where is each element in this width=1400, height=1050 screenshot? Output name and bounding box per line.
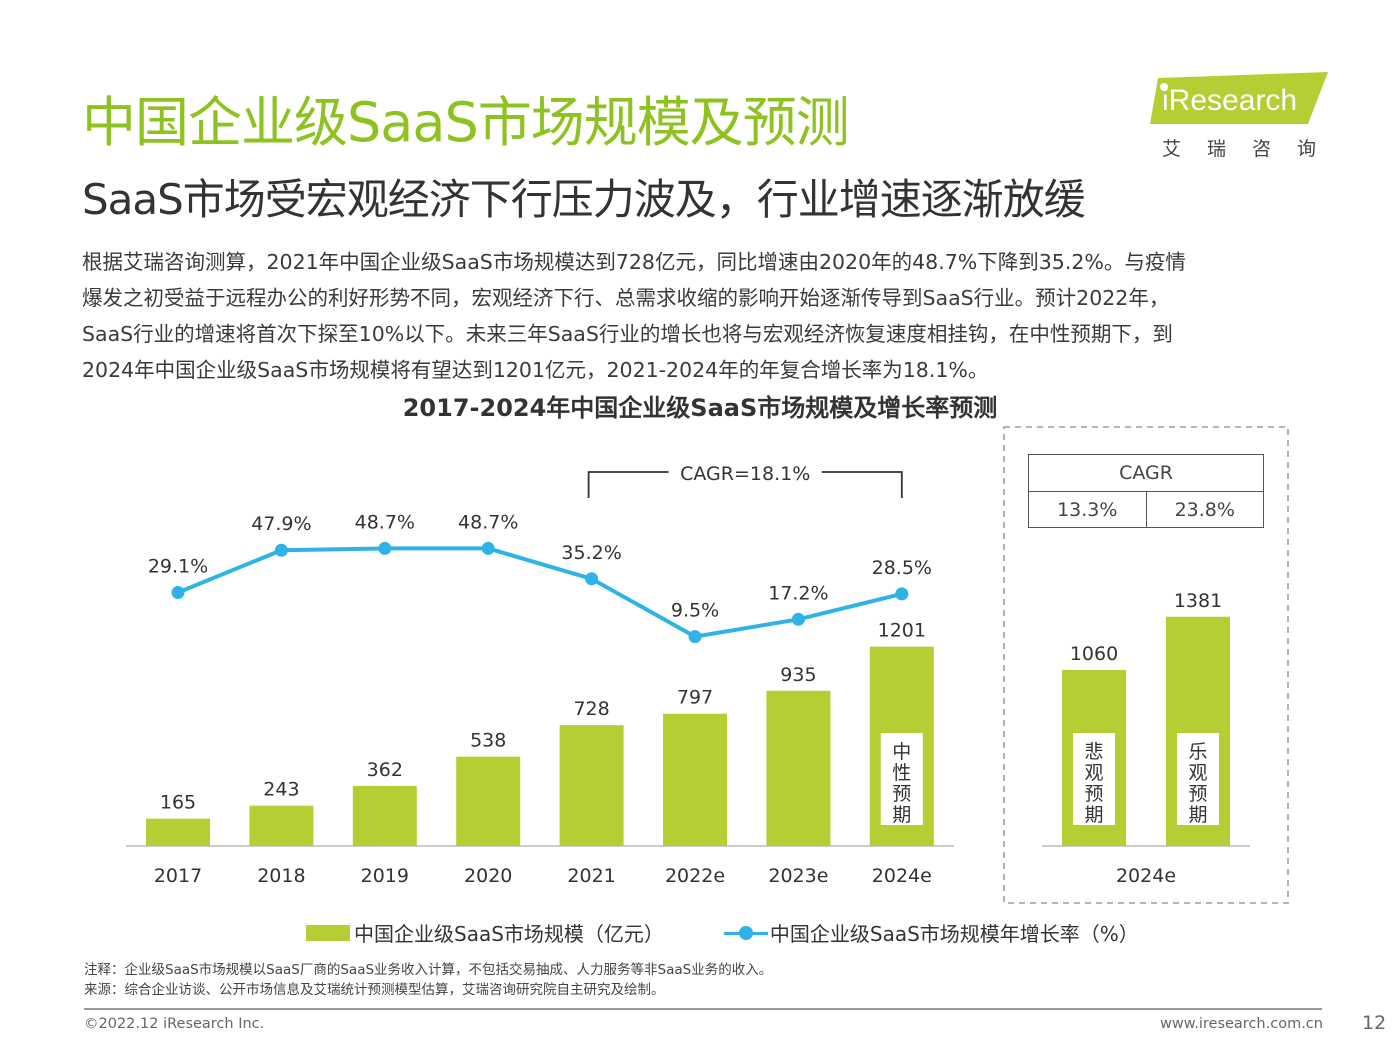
intro-line: SaaS行业的增速将首次下探至10%以下。未来三年SaaS行业的增长也将与宏观经… bbox=[82, 322, 1173, 346]
bar bbox=[766, 690, 831, 846]
logo-brand-text: iResearch bbox=[1162, 84, 1298, 117]
cagr-header: CAGR bbox=[1029, 455, 1263, 492]
growth-rate-label: 9.5% bbox=[671, 600, 719, 622]
intro-line: 爆发之初受益于远程办公的利好形势不同，宏观经济下行、总需求收缩的影响开始逐渐传导… bbox=[82, 286, 1170, 310]
bar bbox=[663, 713, 727, 846]
intro-line: 2024年中国企业级SaaS市场规模将有望达到1201亿元，2021-2024年… bbox=[82, 358, 989, 382]
scenario-panel-border bbox=[1003, 426, 1289, 904]
growth-rate-point bbox=[688, 630, 702, 644]
growth-rate-label: 35.2% bbox=[561, 542, 621, 564]
note-text: 注释：企业级SaaS市场规模以SaaS厂商的SaaS业务收入计算，不包括交易抽成… bbox=[84, 962, 773, 978]
cagr-bracket-left bbox=[587, 471, 669, 498]
scenario-bar-value-label: 1381 bbox=[1174, 590, 1222, 612]
scenario-x-tick-label: 2024e bbox=[1116, 865, 1176, 887]
chart-title: 2017-2024年中国企业级SaaS市场规模及增长率预测 bbox=[402, 394, 998, 422]
bar-value-label: 935 bbox=[780, 664, 816, 686]
scenario-bar-value-label: 1060 bbox=[1070, 643, 1118, 665]
legend-line-swatch bbox=[723, 925, 768, 941]
cagr-values-row: 13.3% 23.8% bbox=[1029, 492, 1263, 528]
intro-line: 根据艾瑞咨询测算，2021年中国企业级SaaS市场规模达到728亿元，同比增速由… bbox=[82, 250, 1186, 274]
growth-rate-point bbox=[481, 541, 495, 555]
intro-paragraph: 根据艾瑞咨询测算，2021年中国企业级SaaS市场规模达到728亿元，同比增速由… bbox=[82, 244, 1322, 388]
bar bbox=[559, 725, 624, 846]
bar bbox=[352, 785, 417, 846]
footer-copyright: ©2022.12 iResearch Inc. bbox=[84, 1016, 265, 1032]
footer-website-link[interactable]: www.iresearch.com.cn bbox=[1160, 1016, 1323, 1032]
logo-cn-text: 艾瑞咨询 bbox=[1162, 138, 1343, 160]
scenario-annotation-char: 期 bbox=[1188, 804, 1207, 826]
growth-rate-label: 48.7% bbox=[355, 511, 415, 533]
scenario-annotation-box bbox=[1073, 733, 1115, 825]
scenario-annotation-char: 乐 bbox=[1188, 741, 1207, 763]
bar-annotation-box bbox=[880, 733, 923, 825]
growth-rate-point bbox=[585, 572, 599, 586]
growth-rate-point bbox=[378, 541, 392, 555]
x-tick-label: 2019 bbox=[361, 865, 409, 887]
scenario-annotation-box bbox=[1177, 733, 1219, 825]
cagr-pessimistic-value: 13.3% bbox=[1029, 492, 1147, 528]
bar-annotation-char: 期 bbox=[892, 804, 911, 826]
bar-value-label: 728 bbox=[573, 698, 609, 720]
bar-value-label: 243 bbox=[263, 779, 299, 801]
x-tick-label: 2024e bbox=[872, 865, 932, 887]
iresearch-logo: iResearch 艾瑞咨询 bbox=[1140, 72, 1340, 162]
x-tick-label: 2023e bbox=[768, 865, 828, 887]
bar bbox=[249, 805, 314, 846]
legend-line-label: 中国企业级SaaS市场规模年增长率（%） bbox=[769, 922, 1139, 946]
cagr-table: CAGR 13.3% 23.8% bbox=[1028, 454, 1264, 528]
scenario-annotation-char: 观 bbox=[1188, 762, 1207, 784]
bar bbox=[146, 818, 210, 846]
footer-divider bbox=[84, 1008, 1322, 1010]
scenario-annotation-char: 期 bbox=[1084, 804, 1103, 826]
growth-rate-point bbox=[791, 612, 805, 626]
chart-legend: 中国企业级SaaS市场规模（亿元） 中国企业级SaaS市场规模年增长率（%） bbox=[306, 918, 1139, 947]
scenario-annotation-char: 悲 bbox=[1084, 741, 1103, 763]
scenario-annotation-char: 观 bbox=[1084, 762, 1103, 784]
source-text: 来源：综合企业访谈、公开市场信息及艾瑞统计预测模型估算，艾瑞咨询研究院自主研究及… bbox=[84, 982, 665, 998]
growth-rate-label: 47.9% bbox=[251, 513, 311, 535]
cagr-bracket-label: CAGR=18.1% bbox=[680, 463, 810, 485]
bar-value-label: 1201 bbox=[878, 620, 926, 642]
page-subtitle: SaaS市场受宏观经济下行压力波及，行业增速逐渐放缓 bbox=[82, 175, 1086, 224]
bar bbox=[456, 756, 521, 846]
scenario-annotation-char: 预 bbox=[1084, 783, 1103, 805]
cagr-bracket-right bbox=[821, 471, 903, 498]
growth-rate-label: 48.7% bbox=[458, 511, 518, 533]
bar-annotation-char: 中 bbox=[892, 741, 911, 763]
x-tick-label: 2017 bbox=[154, 865, 202, 887]
growth-rate-point bbox=[274, 543, 288, 557]
growth-rate-label: 28.5% bbox=[872, 557, 932, 579]
x-tick-label: 2018 bbox=[257, 865, 305, 887]
bar-value-label: 165 bbox=[160, 792, 196, 814]
bar-value-label: 362 bbox=[367, 759, 403, 781]
cagr-optimistic-value: 23.8% bbox=[1174, 499, 1235, 521]
legend-bar-label: 中国企业级SaaS市场规模（亿元） bbox=[354, 922, 664, 946]
bar-value-label: 797 bbox=[677, 687, 713, 709]
x-tick-label: 2020 bbox=[464, 865, 512, 887]
page-title: 中国企业级SaaS市场规模及预测 bbox=[82, 91, 850, 154]
legend-bar-swatch bbox=[306, 924, 350, 941]
scenario-annotation-char: 预 bbox=[1188, 783, 1207, 805]
notes-block: 注释：企业级SaaS市场规模以SaaS厂商的SaaS业务收入计算，不包括交易抽成… bbox=[84, 960, 772, 1000]
growth-rate-line bbox=[177, 546, 903, 639]
x-tick-label: 2021 bbox=[567, 865, 615, 887]
growth-rate-label: 29.1% bbox=[148, 556, 208, 578]
bar-annotation-char: 性 bbox=[892, 762, 911, 784]
bar-value-label: 538 bbox=[470, 730, 506, 752]
growth-rate-label: 17.2% bbox=[768, 582, 828, 604]
logo-banner-shape bbox=[1150, 72, 1328, 124]
growth-rate-point bbox=[895, 587, 909, 601]
growth-rate-point bbox=[171, 586, 185, 600]
x-tick-label: 2022e bbox=[665, 865, 725, 887]
page-number: 12 bbox=[1362, 1012, 1387, 1034]
bar-annotation-char: 预 bbox=[892, 783, 911, 805]
